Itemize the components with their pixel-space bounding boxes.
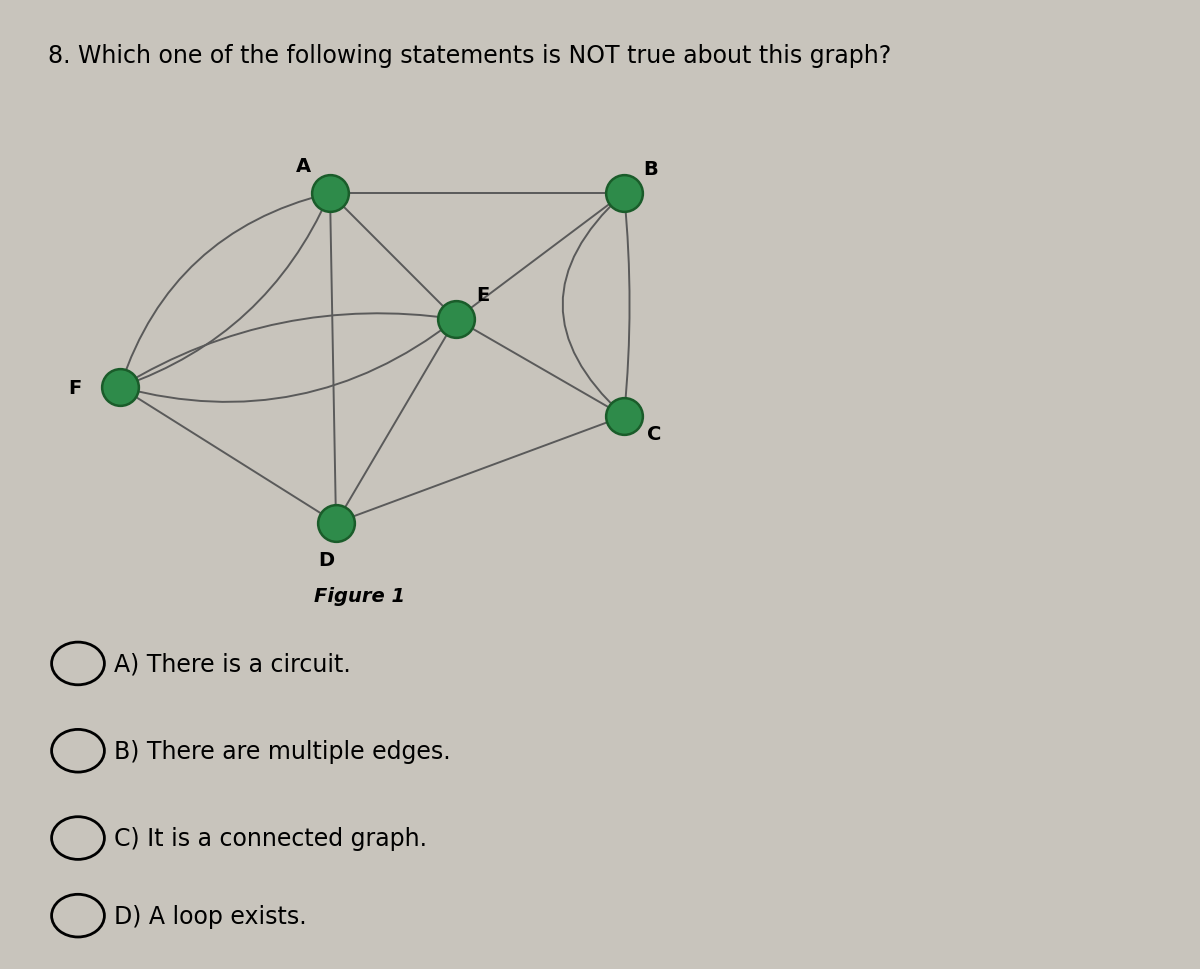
Text: B) There are multiple edges.: B) There are multiple edges. [114,739,451,763]
Circle shape [52,642,104,685]
Point [614,186,634,202]
Circle shape [52,817,104,860]
Point [320,186,340,202]
Text: C: C [647,424,661,444]
Point [110,380,130,395]
Text: A: A [296,157,311,176]
Text: C) It is a connected graph.: C) It is a connected graph. [114,827,427,850]
Text: D) A loop exists.: D) A loop exists. [114,904,307,927]
FancyArrowPatch shape [563,196,622,415]
Text: F: F [67,378,82,397]
FancyArrowPatch shape [122,314,454,387]
Text: 8. Which one of the following statements is NOT true about this graph?: 8. Which one of the following statements… [48,44,892,68]
Point [446,312,466,328]
FancyArrowPatch shape [122,322,454,402]
Point [326,516,346,531]
FancyArrowPatch shape [122,197,329,387]
Text: Figure 1: Figure 1 [314,586,406,606]
Text: E: E [475,286,490,305]
Circle shape [52,894,104,937]
FancyArrowPatch shape [624,197,630,414]
Text: D: D [318,550,335,570]
Point [614,409,634,424]
Circle shape [52,730,104,772]
Text: A) There is a circuit.: A) There is a circuit. [114,652,350,675]
FancyArrowPatch shape [121,195,328,385]
Text: B: B [643,160,658,179]
